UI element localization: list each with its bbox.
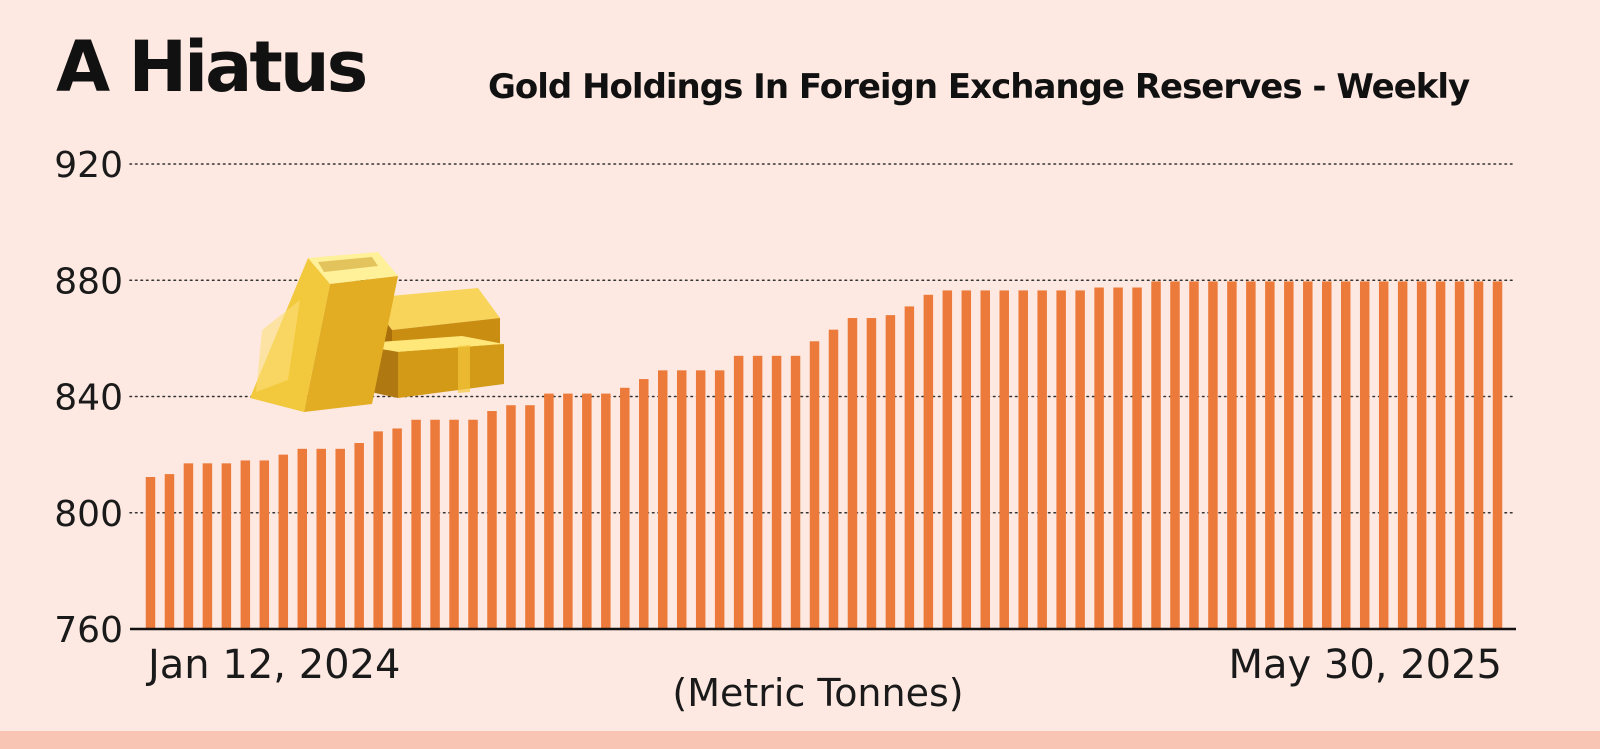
bar-week-24 (582, 393, 592, 629)
bar-week-35 (790, 355, 801, 629)
bar-week-58 (1227, 281, 1237, 629)
bar-week-72 (1492, 281, 1503, 629)
bar-week-3 (183, 463, 194, 629)
bar-week-63 (1322, 281, 1332, 629)
bar-week-28 (657, 370, 668, 629)
bar-week-31 (714, 370, 725, 629)
bar-week-29 (676, 370, 687, 629)
bar-week-11 (335, 448, 345, 629)
bars (145, 281, 1503, 630)
bar-week-54 (1151, 281, 1161, 629)
bar-week-39 (866, 318, 877, 629)
bar-week-12 (354, 443, 364, 629)
bar-week-50 (1075, 290, 1085, 629)
bar-week-60 (1265, 281, 1275, 629)
bar-week-71 (1473, 281, 1484, 629)
bar-week-9 (297, 448, 308, 629)
bar-week-25 (601, 393, 611, 629)
y-axis-tick-labels: 760 800 840 880 920 (54, 145, 123, 651)
bar-week-59 (1246, 281, 1256, 629)
x-axis-start-label: Jan 12, 2024 (145, 642, 401, 688)
bar-week-23 (563, 393, 573, 629)
bar-week-13 (373, 431, 383, 630)
bar-week-1 (145, 477, 156, 629)
bar-week-46 (999, 290, 1009, 629)
bar-week-32 (733, 355, 744, 629)
bar-week-52 (1113, 287, 1123, 629)
bar-week-45 (980, 290, 991, 629)
bar-week-55 (1170, 281, 1180, 629)
unit-label: (Metric Tonnes) (672, 671, 963, 715)
bar-week-22 (544, 393, 554, 629)
bar-week-8 (278, 454, 289, 630)
bottom-band (0, 731, 1600, 749)
bar-week-37 (828, 329, 839, 629)
chart-title: Gold Holdings In Foreign Exchange Reserv… (488, 67, 1470, 107)
bar-week-18 (468, 419, 478, 629)
bar-week-34 (771, 355, 782, 629)
y-tick-label-840: 840 (54, 378, 123, 419)
bar-week-10 (316, 448, 326, 629)
bar-week-69 (1435, 281, 1446, 629)
bar-week-65 (1359, 281, 1370, 629)
y-tick-label-920: 920 (54, 145, 123, 186)
bar-week-38 (847, 318, 858, 629)
bar-week-36 (809, 341, 820, 629)
bar-week-15 (411, 419, 421, 629)
gold-bar-upright (250, 252, 398, 412)
bar-week-27 (639, 379, 649, 629)
bar-week-48 (1037, 290, 1047, 629)
bar-week-30 (695, 370, 706, 629)
headline: A Hiatus (56, 26, 368, 108)
bar-week-20 (506, 405, 516, 629)
gold-bars-image (250, 252, 504, 412)
bar-week-67 (1397, 281, 1408, 629)
bar-week-42 (923, 294, 934, 629)
bar-week-40 (885, 315, 896, 630)
bar-week-19 (487, 411, 497, 629)
bar-week-41 (904, 306, 915, 629)
bar-week-56 (1189, 281, 1199, 629)
bar-week-49 (1056, 290, 1066, 629)
bar-week-53 (1132, 287, 1142, 629)
bar-week-7 (259, 460, 270, 629)
y-tick-label-760: 760 (54, 610, 123, 651)
bar-week-44 (961, 290, 972, 629)
bar-week-5 (221, 463, 232, 629)
x-axis-end-label: May 30, 2025 (1228, 642, 1502, 688)
y-tick-label-880: 880 (54, 261, 123, 302)
bar-week-51 (1094, 287, 1104, 629)
bar-week-33 (752, 355, 763, 629)
bar-week-61 (1284, 281, 1294, 629)
bar-week-68 (1416, 281, 1427, 629)
y-tick-label-800: 800 (54, 494, 123, 535)
bar-week-47 (1018, 290, 1028, 629)
bar-week-57 (1208, 281, 1218, 629)
bar-week-16 (430, 419, 440, 629)
bar-week-66 (1378, 281, 1389, 629)
bar-week-43 (942, 290, 953, 629)
bar-week-70 (1454, 281, 1465, 629)
bar-week-6 (240, 460, 251, 629)
bar-week-4 (202, 463, 213, 629)
bar-week-2 (164, 474, 175, 629)
bar-week-64 (1340, 281, 1351, 629)
bar-week-17 (449, 419, 459, 629)
bar-week-26 (620, 387, 630, 629)
bar-week-21 (525, 405, 535, 629)
bar-week-14 (392, 428, 402, 629)
bar-week-62 (1303, 281, 1313, 629)
